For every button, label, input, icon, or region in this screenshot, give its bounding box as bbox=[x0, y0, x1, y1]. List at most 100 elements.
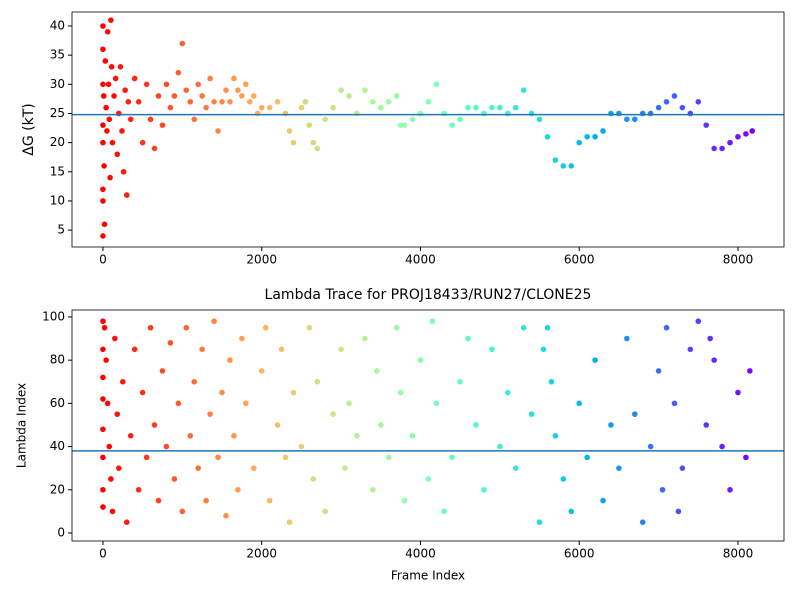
point bbox=[552, 432, 559, 439]
point bbox=[231, 432, 237, 439]
point bbox=[592, 357, 598, 363]
point bbox=[743, 454, 749, 461]
point bbox=[105, 81, 112, 88]
point bbox=[100, 454, 106, 461]
x-tick-label: 6000 bbox=[564, 547, 595, 561]
point bbox=[342, 465, 348, 471]
x-tick-label: 2000 bbox=[246, 547, 277, 561]
point bbox=[727, 486, 733, 493]
point bbox=[223, 87, 229, 93]
point bbox=[100, 346, 106, 353]
point bbox=[100, 198, 106, 204]
point bbox=[663, 324, 670, 331]
x-tick-label: 6000 bbox=[564, 253, 595, 267]
point bbox=[687, 110, 694, 117]
point bbox=[122, 87, 128, 93]
point bbox=[135, 99, 142, 105]
point bbox=[544, 133, 551, 140]
point bbox=[107, 174, 113, 181]
point bbox=[703, 422, 710, 428]
point bbox=[100, 46, 106, 53]
point bbox=[199, 346, 205, 353]
point bbox=[247, 99, 253, 105]
x-tick-label: 8000 bbox=[723, 253, 754, 267]
point bbox=[504, 389, 511, 396]
point bbox=[544, 324, 551, 331]
point bbox=[727, 139, 733, 146]
point bbox=[131, 346, 138, 353]
point bbox=[239, 335, 245, 342]
point bbox=[631, 116, 638, 123]
point bbox=[385, 99, 392, 105]
point bbox=[560, 163, 567, 169]
point bbox=[219, 99, 225, 105]
point bbox=[159, 368, 166, 374]
point bbox=[473, 422, 479, 428]
point bbox=[370, 99, 376, 105]
point bbox=[497, 443, 503, 450]
point bbox=[663, 99, 670, 105]
point bbox=[125, 99, 132, 105]
point bbox=[282, 110, 289, 117]
point bbox=[624, 335, 630, 342]
point bbox=[103, 104, 109, 111]
point bbox=[330, 411, 336, 417]
point bbox=[512, 104, 519, 111]
point bbox=[465, 335, 471, 342]
point bbox=[552, 157, 559, 163]
point bbox=[239, 93, 245, 99]
point bbox=[112, 335, 118, 342]
point bbox=[227, 357, 233, 363]
point bbox=[151, 145, 158, 152]
point bbox=[433, 400, 440, 407]
point bbox=[195, 465, 202, 471]
point bbox=[199, 93, 205, 99]
point bbox=[108, 64, 115, 70]
point bbox=[274, 99, 281, 105]
point bbox=[123, 192, 130, 198]
point bbox=[207, 75, 213, 82]
point bbox=[624, 116, 630, 123]
point bbox=[179, 508, 186, 515]
point bbox=[254, 110, 261, 117]
point bbox=[302, 99, 309, 105]
point bbox=[106, 443, 113, 450]
point bbox=[631, 411, 638, 417]
axes-title: Lambda Trace for PROJ18433/RUN27/CLONE25 bbox=[265, 287, 592, 303]
y-tick-label: 0 bbox=[57, 526, 65, 540]
point bbox=[314, 378, 321, 385]
point bbox=[167, 104, 174, 111]
point bbox=[101, 221, 108, 228]
point bbox=[743, 131, 749, 137]
y-tick-label: 40 bbox=[50, 439, 65, 453]
point bbox=[207, 411, 213, 417]
point bbox=[512, 465, 519, 471]
point bbox=[286, 128, 293, 134]
point bbox=[679, 465, 686, 471]
point bbox=[123, 519, 130, 526]
point bbox=[465, 104, 471, 111]
point bbox=[393, 324, 400, 331]
points bbox=[100, 318, 753, 526]
x-axis-label: Frame Index bbox=[391, 569, 465, 583]
point bbox=[120, 378, 126, 385]
point bbox=[457, 116, 463, 123]
point bbox=[707, 335, 713, 342]
point bbox=[100, 23, 106, 29]
point bbox=[116, 110, 122, 117]
point bbox=[266, 497, 273, 504]
point bbox=[417, 110, 424, 117]
point bbox=[568, 163, 575, 169]
point bbox=[114, 411, 121, 417]
point bbox=[671, 93, 678, 99]
point bbox=[119, 128, 125, 134]
point bbox=[155, 497, 162, 504]
point bbox=[100, 81, 106, 88]
point bbox=[310, 476, 317, 482]
x-tick-label: 0 bbox=[99, 253, 107, 267]
y-tick-label: 80 bbox=[50, 353, 65, 367]
point bbox=[104, 128, 110, 134]
point bbox=[520, 324, 527, 331]
point bbox=[243, 81, 249, 88]
point bbox=[417, 357, 424, 363]
